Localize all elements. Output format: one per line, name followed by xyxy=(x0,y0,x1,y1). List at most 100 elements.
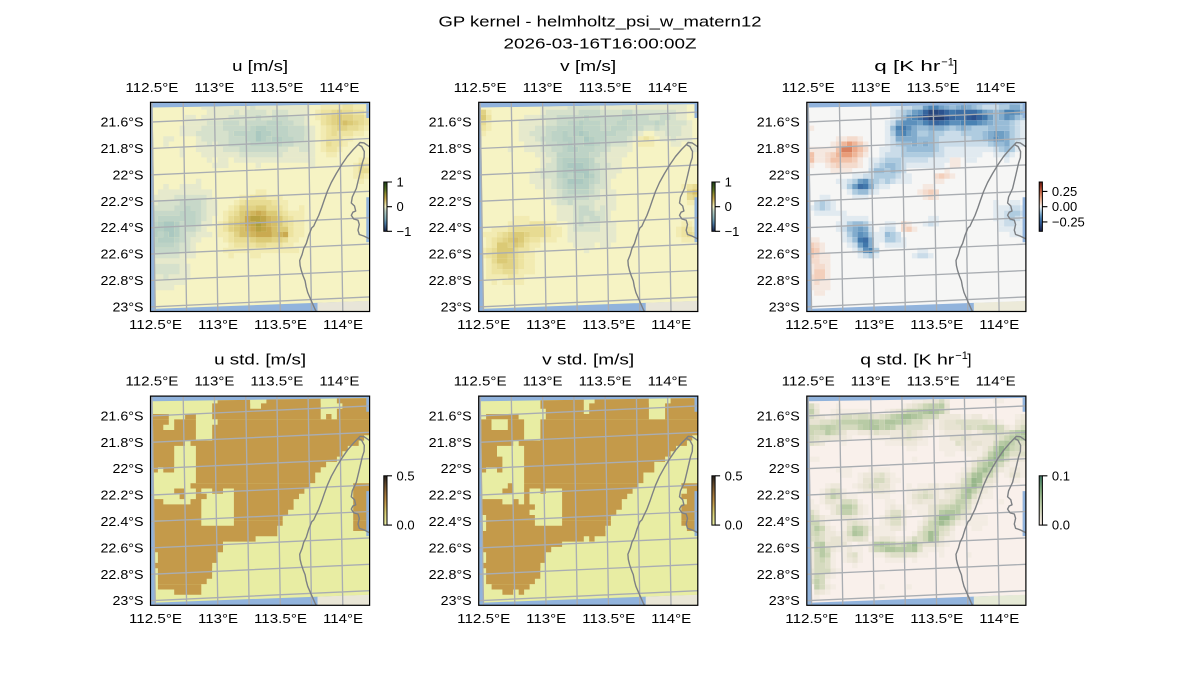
svg-text:114°E: 114°E xyxy=(319,80,359,95)
svg-text:114°E: 114°E xyxy=(651,611,691,626)
svg-text:1: 1 xyxy=(725,175,732,190)
svg-text:21.6°S: 21.6°S xyxy=(101,408,144,423)
svg-text:22.8°S: 22.8°S xyxy=(101,273,144,288)
svg-text:113°E: 113°E xyxy=(194,374,234,389)
svg-text:−0.25: −0.25 xyxy=(1052,214,1085,229)
svg-text:113°E: 113°E xyxy=(851,374,891,389)
svg-text:112.5°E: 112.5°E xyxy=(129,317,182,332)
svg-text:q std. [K hr: q std. [K hr xyxy=(860,352,954,369)
svg-text:0.5: 0.5 xyxy=(725,468,743,483)
svg-text:21.8°S: 21.8°S xyxy=(757,141,800,156)
svg-text:21.8°S: 21.8°S xyxy=(101,435,144,450)
svg-text:21.6°S: 21.6°S xyxy=(429,115,472,130)
svg-text:113.5°E: 113.5°E xyxy=(910,317,963,332)
svg-text:22.4°S: 22.4°S xyxy=(101,220,144,235)
svg-text:q [K hr: q [K hr xyxy=(874,58,940,75)
svg-text:21.6°S: 21.6°S xyxy=(757,408,800,423)
svg-text:−1: −1 xyxy=(397,224,412,239)
svg-text:22°S: 22°S xyxy=(113,461,144,476)
svg-text:113.5°E: 113.5°E xyxy=(907,80,960,95)
svg-text:u std. [m/s]: u std. [m/s] xyxy=(214,352,306,369)
svg-text:0.0: 0.0 xyxy=(1052,518,1070,533)
svg-text:22.2°S: 22.2°S xyxy=(757,194,800,209)
svg-text:22.2°S: 22.2°S xyxy=(101,488,144,503)
svg-text:22.4°S: 22.4°S xyxy=(757,514,800,529)
svg-text:22.4°S: 22.4°S xyxy=(101,514,144,529)
svg-text:114°E: 114°E xyxy=(648,374,688,389)
svg-text:113°E: 113°E xyxy=(198,317,238,332)
svg-text:113°E: 113°E xyxy=(854,611,894,626)
svg-text:23°S: 23°S xyxy=(441,299,472,314)
svg-text:22.6°S: 22.6°S xyxy=(757,247,800,262)
svg-text:22°S: 22°S xyxy=(769,167,800,182)
svg-text:113.5°E: 113.5°E xyxy=(250,374,303,389)
svg-text:1: 1 xyxy=(397,175,404,190)
svg-text:22.6°S: 22.6°S xyxy=(429,540,472,555)
svg-text:21.8°S: 21.8°S xyxy=(757,435,800,450)
svg-text:114°E: 114°E xyxy=(323,611,363,626)
svg-text:114°E: 114°E xyxy=(979,611,1019,626)
svg-text:113°E: 113°E xyxy=(523,374,563,389)
svg-text:22°S: 22°S xyxy=(441,461,472,476)
svg-text:22.4°S: 22.4°S xyxy=(757,220,800,235)
svg-text:113.5°E: 113.5°E xyxy=(579,374,632,389)
svg-text:22.2°S: 22.2°S xyxy=(429,488,472,503)
svg-text:22°S: 22°S xyxy=(769,461,800,476)
svg-text:113.5°E: 113.5°E xyxy=(907,374,960,389)
svg-text:0.0: 0.0 xyxy=(397,518,415,533)
svg-text:−1: −1 xyxy=(955,350,968,362)
svg-text:112.5°E: 112.5°E xyxy=(782,374,835,389)
svg-text:v [m/s]: v [m/s] xyxy=(560,58,616,75)
svg-text:22.8°S: 22.8°S xyxy=(101,567,144,582)
svg-text:22.4°S: 22.4°S xyxy=(429,220,472,235)
svg-text:22.8°S: 22.8°S xyxy=(757,567,800,582)
svg-text:113.5°E: 113.5°E xyxy=(910,611,963,626)
svg-text:113°E: 113°E xyxy=(194,80,234,95)
svg-text:114°E: 114°E xyxy=(319,374,359,389)
svg-text:113.5°E: 113.5°E xyxy=(579,80,632,95)
svg-text:113.5°E: 113.5°E xyxy=(250,80,303,95)
svg-text:22.6°S: 22.6°S xyxy=(757,540,800,555)
svg-text:0.5: 0.5 xyxy=(397,468,415,483)
svg-text:112.5°E: 112.5°E xyxy=(125,80,178,95)
svg-text:22.2°S: 22.2°S xyxy=(757,488,800,503)
svg-text:22°S: 22°S xyxy=(441,167,472,182)
svg-text:112.5°E: 112.5°E xyxy=(457,317,510,332)
svg-text:23°S: 23°S xyxy=(769,593,800,608)
svg-text:112.5°E: 112.5°E xyxy=(454,374,507,389)
svg-text:112.5°E: 112.5°E xyxy=(129,611,182,626)
svg-text:114°E: 114°E xyxy=(323,317,363,332)
svg-text:22.8°S: 22.8°S xyxy=(757,273,800,288)
svg-text:21.8°S: 21.8°S xyxy=(429,435,472,450)
svg-text:21.6°S: 21.6°S xyxy=(101,115,144,130)
svg-text:−1: −1 xyxy=(941,56,954,68)
svg-text:23°S: 23°S xyxy=(769,299,800,314)
svg-text:22.8°S: 22.8°S xyxy=(429,567,472,582)
svg-text:112.5°E: 112.5°E xyxy=(785,317,838,332)
svg-text:2026-03-16T16:00:00Z: 2026-03-16T16:00:00Z xyxy=(504,36,697,53)
svg-text:22.6°S: 22.6°S xyxy=(101,247,144,262)
svg-text:0.25: 0.25 xyxy=(1052,184,1077,199)
svg-text:22.4°S: 22.4°S xyxy=(429,514,472,529)
svg-text:112.5°E: 112.5°E xyxy=(457,611,510,626)
svg-text:113°E: 113°E xyxy=(526,317,566,332)
svg-text:]: ] xyxy=(967,352,971,369)
svg-text:]: ] xyxy=(953,58,957,75)
svg-text:113°E: 113°E xyxy=(198,611,238,626)
svg-text:21.6°S: 21.6°S xyxy=(429,408,472,423)
svg-text:113°E: 113°E xyxy=(854,317,894,332)
svg-text:0.0: 0.0 xyxy=(725,518,743,533)
svg-text:−1: −1 xyxy=(725,224,740,239)
svg-text:114°E: 114°E xyxy=(651,317,691,332)
svg-text:114°E: 114°E xyxy=(979,317,1019,332)
svg-text:22.2°S: 22.2°S xyxy=(429,194,472,209)
svg-text:113°E: 113°E xyxy=(851,80,891,95)
svg-text:113.5°E: 113.5°E xyxy=(582,611,635,626)
svg-text:21.8°S: 21.8°S xyxy=(429,141,472,156)
svg-text:21.6°S: 21.6°S xyxy=(757,115,800,130)
svg-text:0.00: 0.00 xyxy=(1052,199,1077,214)
svg-text:112.5°E: 112.5°E xyxy=(454,80,507,95)
svg-text:u [m/s]: u [m/s] xyxy=(232,58,288,75)
svg-text:GP kernel - helmholtz_psi_w_ma: GP kernel - helmholtz_psi_w_matern12 xyxy=(439,14,762,31)
svg-text:112.5°E: 112.5°E xyxy=(782,80,835,95)
